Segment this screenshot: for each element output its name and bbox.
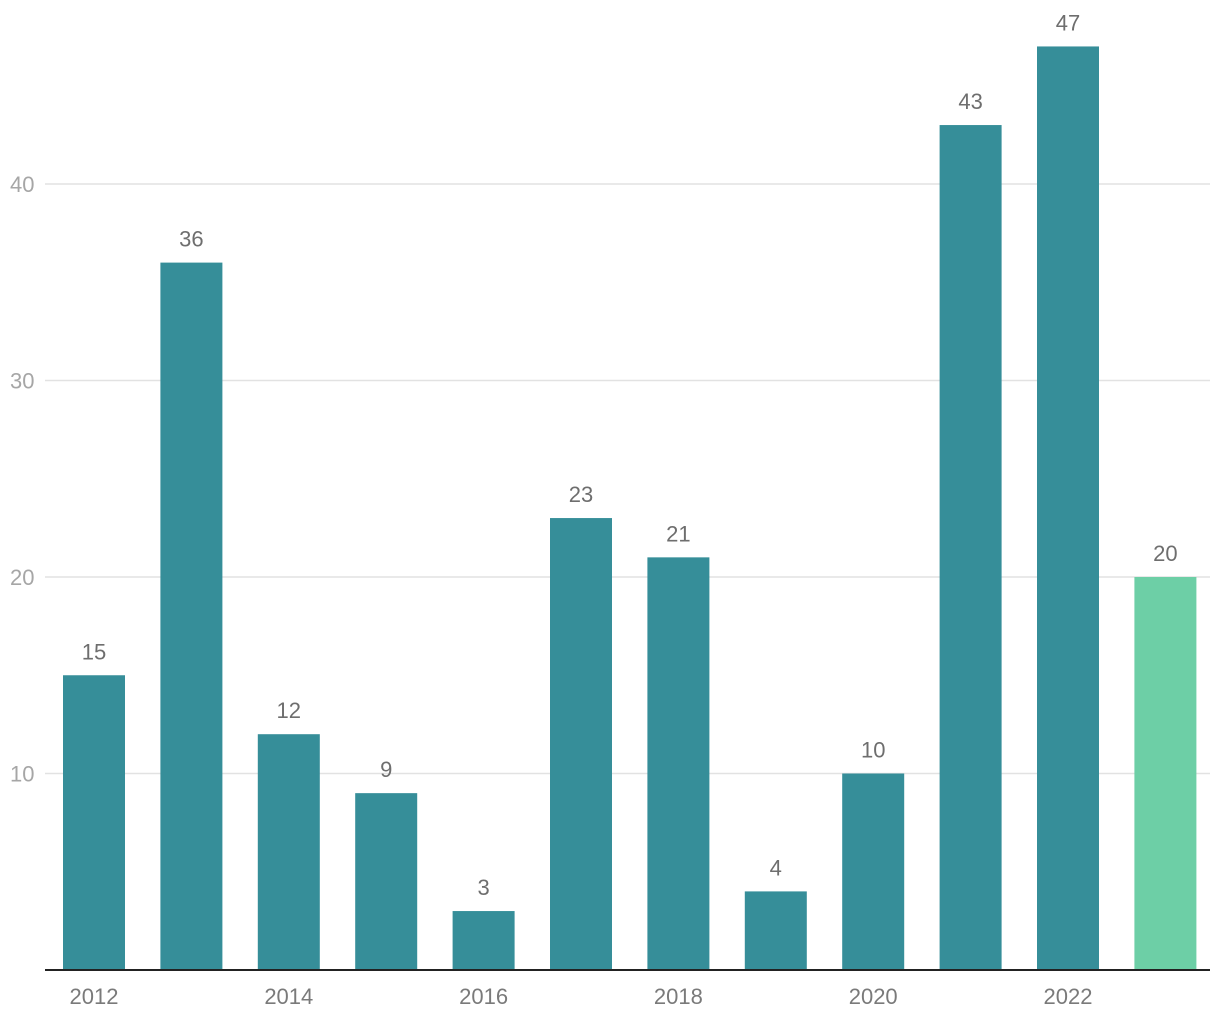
x-tick-label: 2022	[1044, 984, 1093, 1009]
data-label-2021: 43	[958, 89, 982, 114]
bar-2015	[355, 793, 418, 970]
y-tick-label: 40	[10, 172, 34, 197]
y-tick-label: 30	[10, 369, 34, 394]
x-axis-ticks: 2012 2014 2016 2018 2020 2022	[70, 984, 1093, 1009]
y-tick-label: 10	[10, 762, 34, 787]
bar-2017	[550, 518, 612, 970]
bar-2016	[452, 911, 515, 970]
data-label-2018: 21	[666, 521, 690, 546]
bar-2020	[842, 773, 905, 970]
bar-2013	[160, 262, 223, 971]
data-label-2023: 20	[1153, 541, 1177, 566]
data-label-2022: 47	[1056, 10, 1080, 35]
data-labels: 15 36 12 9 3 23 21 4 10 43 47 20	[82, 10, 1178, 900]
data-label-2012: 15	[82, 639, 106, 664]
data-label-2013: 36	[179, 227, 203, 252]
data-label-2019: 4	[770, 855, 782, 880]
y-axis-ticks: 10 20 30 40	[10, 172, 34, 787]
x-tick-label: 2020	[849, 984, 898, 1009]
data-label-2020: 10	[861, 738, 885, 763]
bar-2022	[1037, 46, 1099, 970]
y-tick-label: 20	[10, 565, 34, 590]
bar-2018	[647, 557, 710, 970]
data-label-2014: 12	[277, 698, 301, 723]
bar-2012	[63, 675, 125, 970]
x-tick-label: 2016	[459, 984, 508, 1009]
x-tick-label: 2014	[264, 984, 313, 1009]
bar-2023	[1134, 577, 1197, 970]
data-label-2015: 9	[380, 757, 392, 782]
x-tick-label: 2012	[70, 984, 119, 1009]
bar-2019	[744, 891, 807, 970]
x-tick-label: 2018	[654, 984, 703, 1009]
gridlines	[45, 183, 1210, 775]
bars	[63, 46, 1197, 971]
bar-2021	[939, 125, 1002, 971]
bar-2014	[257, 734, 320, 970]
data-label-2017: 23	[569, 482, 593, 507]
data-label-2016: 3	[477, 875, 489, 900]
